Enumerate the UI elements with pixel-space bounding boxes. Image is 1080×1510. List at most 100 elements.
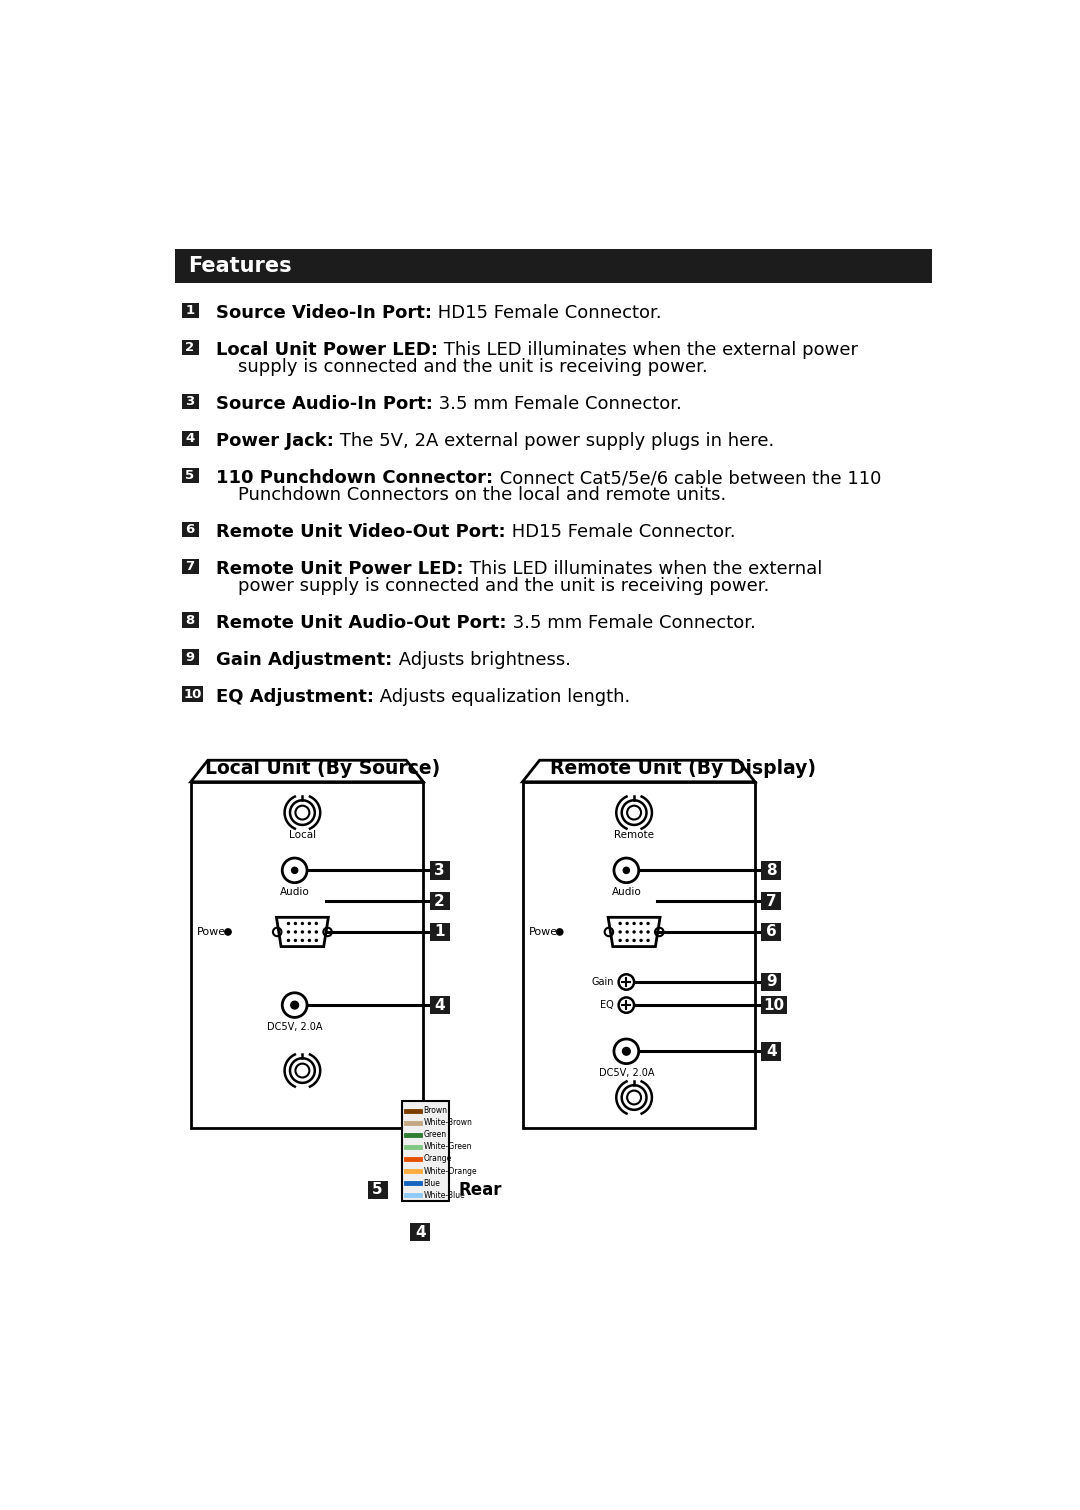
Circle shape (287, 939, 291, 942)
Circle shape (314, 939, 318, 942)
Bar (181, 430, 199, 445)
Text: 10: 10 (764, 998, 784, 1013)
Text: 7: 7 (766, 894, 777, 909)
Text: Adjusts brightness.: Adjusts brightness. (393, 651, 570, 669)
Text: Connect Cat5/5e/6 cable between the 110: Connect Cat5/5e/6 cable between the 110 (494, 470, 881, 488)
Bar (191, 782, 423, 1128)
Text: Remote: Remote (615, 829, 654, 840)
Text: Features: Features (188, 255, 292, 276)
Text: Remote Unit (By Display): Remote Unit (By Display) (550, 758, 815, 778)
Circle shape (633, 921, 636, 926)
Circle shape (287, 921, 291, 926)
Text: 6: 6 (766, 924, 777, 939)
Text: 2: 2 (434, 894, 445, 909)
Text: 1: 1 (434, 924, 445, 939)
Text: 4: 4 (766, 1043, 777, 1059)
Circle shape (294, 930, 297, 933)
Text: White-Orange: White-Orange (423, 1167, 477, 1176)
Text: Audio: Audio (280, 888, 310, 897)
Text: Local Unit Power LED:: Local Unit Power LED: (216, 341, 438, 359)
Text: DC5V, 2.0A: DC5V, 2.0A (598, 1068, 654, 1078)
Text: DC5V, 2.0A: DC5V, 2.0A (267, 1022, 323, 1031)
Circle shape (294, 921, 297, 926)
Text: 8: 8 (766, 862, 777, 877)
Text: supply is connected and the unit is receiving power.: supply is connected and the unit is rece… (238, 358, 707, 376)
Text: 6: 6 (186, 522, 194, 536)
Circle shape (639, 930, 643, 933)
Circle shape (225, 929, 232, 936)
Text: 4: 4 (434, 998, 445, 1013)
Text: Local Unit (By Source): Local Unit (By Source) (205, 758, 440, 778)
Bar (761, 861, 781, 880)
Circle shape (619, 930, 622, 933)
Circle shape (308, 930, 311, 933)
Text: 5: 5 (186, 468, 194, 482)
Circle shape (646, 939, 650, 942)
Text: 2: 2 (186, 341, 194, 353)
Text: Remote Unit Audio-Out Port:: Remote Unit Audio-Out Port: (216, 615, 507, 633)
Circle shape (623, 867, 630, 873)
Circle shape (294, 939, 297, 942)
Circle shape (625, 939, 629, 942)
Bar (430, 861, 449, 880)
Text: 3: 3 (186, 396, 194, 408)
Text: power supply is connected and the unit is receiving power.: power supply is connected and the unit i… (238, 577, 769, 595)
Bar (181, 521, 199, 538)
Circle shape (300, 921, 305, 926)
Text: Rear: Rear (458, 1181, 502, 1199)
Text: 3: 3 (434, 862, 445, 877)
Circle shape (291, 1001, 298, 1009)
Bar (367, 1181, 388, 1199)
Circle shape (633, 930, 636, 933)
Text: Green: Green (423, 1131, 446, 1139)
Bar (430, 997, 449, 1015)
Bar (430, 892, 449, 911)
Text: White-Brown: White-Brown (423, 1119, 472, 1126)
Circle shape (646, 930, 650, 933)
Text: 3.5 mm Female Connector.: 3.5 mm Female Connector. (507, 615, 756, 633)
Text: 9: 9 (186, 651, 194, 663)
Circle shape (314, 930, 318, 933)
Text: White-Blue: White-Blue (423, 1191, 465, 1200)
Circle shape (622, 1048, 631, 1055)
Bar (181, 468, 199, 483)
Text: HD15 Female Connector.: HD15 Female Connector. (507, 522, 735, 541)
Circle shape (619, 939, 622, 942)
Bar (181, 649, 199, 664)
Text: Power: Power (529, 927, 563, 936)
Circle shape (646, 921, 650, 926)
Text: White-Green: White-Green (423, 1143, 472, 1152)
Circle shape (619, 921, 622, 926)
Bar (181, 394, 199, 409)
Circle shape (292, 867, 298, 873)
Text: Punchdown Connectors on the local and remote units.: Punchdown Connectors on the local and re… (238, 486, 727, 504)
Text: Power Jack:: Power Jack: (216, 432, 334, 450)
Text: Source Video-In Port:: Source Video-In Port: (216, 305, 432, 323)
Bar (181, 613, 199, 628)
Text: Audio: Audio (611, 888, 642, 897)
Circle shape (639, 921, 643, 926)
Text: 8: 8 (186, 613, 194, 627)
Text: Gain: Gain (592, 977, 613, 988)
Text: Blue: Blue (423, 1179, 441, 1188)
Bar (181, 559, 199, 574)
Text: This LED illuminates when the external power: This LED illuminates when the external p… (438, 341, 859, 359)
Text: Gain Adjustment:: Gain Adjustment: (216, 651, 393, 669)
Bar (181, 304, 199, 319)
Bar (761, 972, 781, 991)
Text: EQ: EQ (600, 1000, 613, 1010)
Text: 7: 7 (186, 560, 194, 572)
Text: This LED illuminates when the external: This LED illuminates when the external (464, 560, 822, 578)
Bar (761, 892, 781, 911)
Text: Source Audio-In Port:: Source Audio-In Port: (216, 396, 433, 414)
Bar (410, 1223, 430, 1241)
Bar (761, 997, 786, 1015)
Text: 10: 10 (184, 687, 202, 701)
Circle shape (625, 921, 629, 926)
Text: 4: 4 (415, 1225, 426, 1240)
Bar (430, 923, 449, 941)
Text: Power: Power (198, 927, 231, 936)
Text: 4: 4 (186, 432, 194, 445)
Bar (523, 782, 755, 1128)
Bar (181, 687, 203, 702)
